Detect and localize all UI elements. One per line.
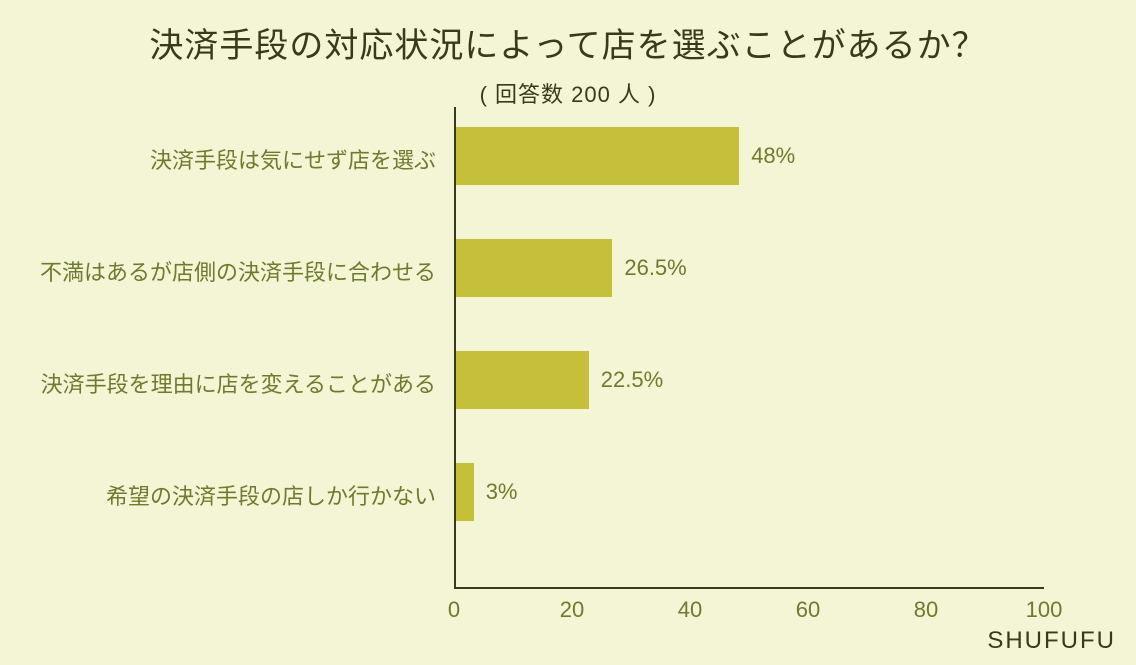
bar-value-label: 22.5% — [601, 367, 663, 393]
bar — [456, 351, 589, 409]
bar-category-label: 希望の決済手段の店しか行かない — [106, 479, 436, 511]
bar — [456, 127, 739, 185]
chart-title: 決済手段の対応状況によって店を選ぶことがあるか？ — [0, 0, 1136, 67]
bar-category-label: 決済手段を理由に店を変えることがある — [41, 367, 436, 399]
chart-plot: 020406080100決済手段は気にせず店を選ぶ48%不満はあるが店側の決済手… — [454, 107, 1044, 587]
x-tick-label: 0 — [448, 597, 460, 623]
bar-value-label: 26.5% — [624, 255, 686, 281]
x-tick-label: 80 — [914, 597, 938, 623]
bar — [456, 239, 612, 297]
x-tick-label: 20 — [560, 597, 584, 623]
chart-subtitle: ( 回答数 200 人 ) — [0, 77, 1136, 109]
bar-category-label: 不満はあるが店側の決済手段に合わせる — [40, 255, 436, 287]
x-axis-line — [454, 587, 1044, 589]
x-tick-label: 100 — [1026, 597, 1063, 623]
bar-category-label: 決済手段は気にせず店を選ぶ — [150, 143, 436, 175]
bar-value-label: 3% — [486, 479, 518, 505]
attribution-label: SHUFUFU — [987, 627, 1116, 655]
x-tick-label: 60 — [796, 597, 820, 623]
x-tick-label: 40 — [678, 597, 702, 623]
chart-area: 020406080100決済手段は気にせず店を選ぶ48%不満はあるが店側の決済手… — [454, 107, 1044, 587]
bar-value-label: 48% — [751, 143, 795, 169]
bar — [456, 463, 474, 521]
